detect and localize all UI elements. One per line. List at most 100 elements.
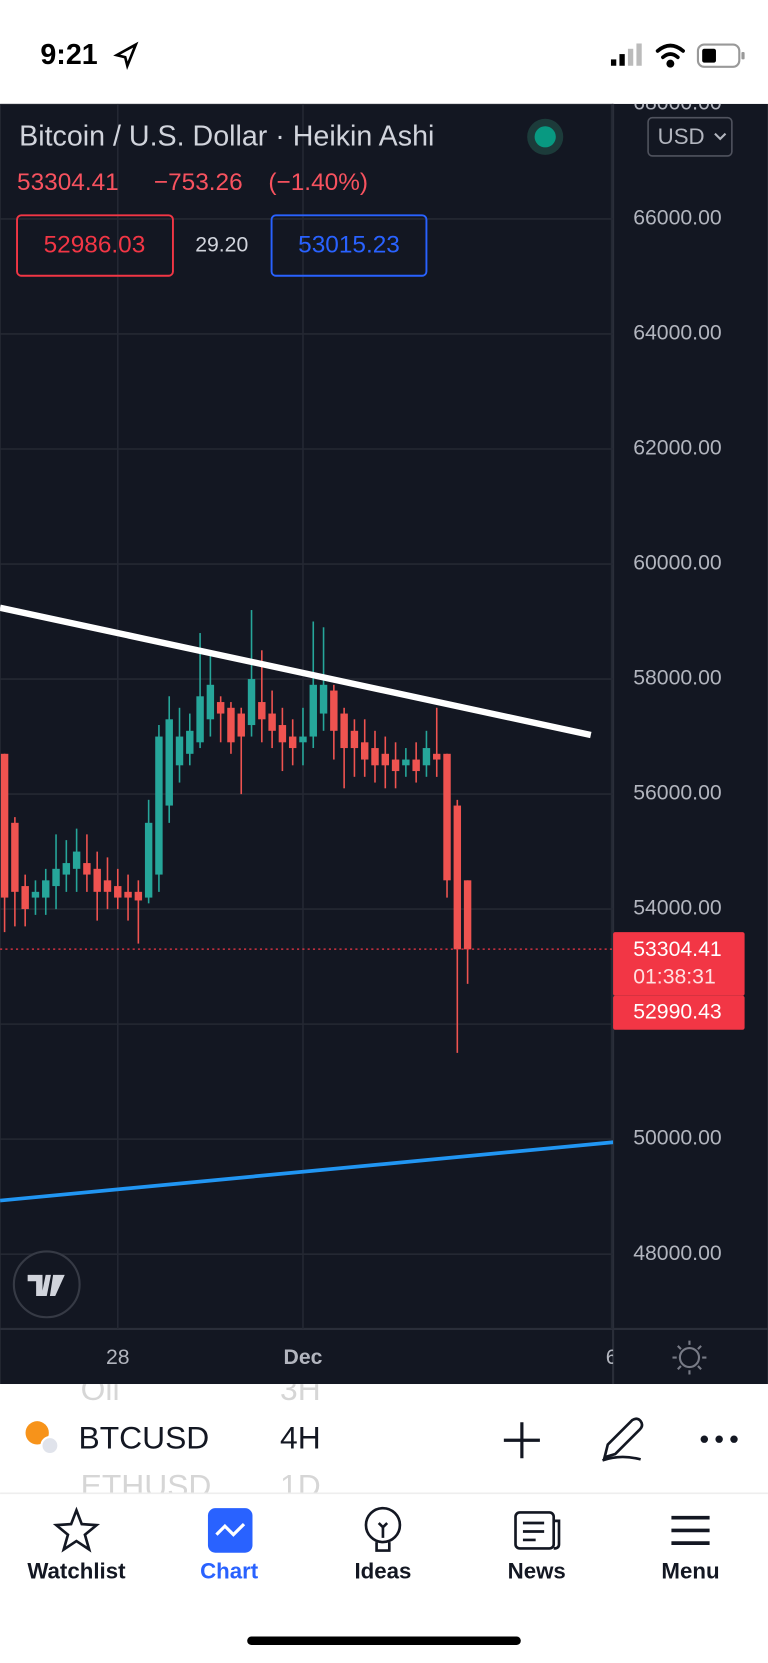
candle-body <box>21 886 29 910</box>
spread: 29.20 <box>195 234 248 257</box>
news-icon[interactable] <box>514 1511 561 1550</box>
candle-body <box>31 891 40 898</box>
last-price: 53304.41 <box>17 169 119 196</box>
candle-body <box>42 880 50 898</box>
chart-background <box>0 103 768 1385</box>
candle-body <box>11 822 19 892</box>
interval[interactable]: 4H <box>280 1420 321 1456</box>
tv-logo-mark <box>27 1274 65 1297</box>
y-tick-label: 64000.00 <box>633 322 721 345</box>
candle-body <box>134 891 143 901</box>
toolbar <box>0 1384 768 1494</box>
watchlist-icon[interactable] <box>52 1506 101 1553</box>
x-tick-label: 28 <box>106 1346 130 1369</box>
candle-body <box>350 730 359 749</box>
tab-label[interactable]: Chart <box>200 1559 259 1584</box>
candle-body <box>83 863 91 875</box>
change: −753.26 <box>154 169 243 196</box>
candle-body <box>360 742 369 760</box>
x-tick-label: 6 <box>606 1346 618 1369</box>
bitcoin-icon <box>25 1421 49 1445</box>
candle-body <box>0 753 9 898</box>
tab-label[interactable]: Watchlist <box>27 1559 126 1584</box>
candle-body <box>144 822 153 898</box>
candle-body <box>114 886 122 898</box>
y-tick-label: 66000.00 <box>633 207 721 230</box>
symbol-option[interactable]: Oil <box>81 1371 120 1407</box>
symbol-option[interactable]: ETHUSD <box>81 1467 212 1503</box>
y-tick-label: 60000.00 <box>633 552 721 575</box>
candle-body <box>422 748 431 766</box>
plot-area <box>0 103 614 1329</box>
sell-price: 52986.03 <box>44 231 146 258</box>
candle-body <box>155 736 163 875</box>
symbol-title: Bitcoin / U.S. Dollar · Heikin Ashi <box>19 120 434 152</box>
candle-body <box>309 684 317 737</box>
candle-body <box>463 880 472 950</box>
second-price-box <box>613 995 745 1030</box>
picker: Oil 3H ETHUSD 1D <box>81 1371 321 1503</box>
candle-body <box>391 759 400 772</box>
y-tick-label: 58000.00 <box>633 667 721 690</box>
x-tick-label: Dec <box>284 1346 323 1369</box>
currency: USD <box>658 124 705 149</box>
y-tick-label: 62000.00 <box>633 437 721 460</box>
candle-body <box>124 891 132 898</box>
draw-button[interactable] <box>602 1417 644 1462</box>
buy-price: 53015.23 <box>298 231 400 258</box>
change-percent: (−1.40%) <box>268 169 368 196</box>
location-icon <box>113 41 139 71</box>
candle-body <box>340 713 348 749</box>
currency-button[interactable] <box>647 116 733 157</box>
sell-button[interactable] <box>16 214 174 277</box>
candle-body <box>165 719 173 806</box>
tab-label[interactable]: Ideas <box>354 1559 411 1584</box>
menu-icon[interactable] <box>671 1515 710 1546</box>
y-tick-label: 54000.00 <box>633 897 721 920</box>
candle-body <box>433 753 441 760</box>
market-status[interactable] <box>534 126 556 148</box>
symbol[interactable]: BTCUSD <box>79 1420 210 1456</box>
wifi-icon <box>655 43 685 68</box>
y-tick-label: 56000.00 <box>633 782 721 805</box>
candle-body <box>247 679 256 726</box>
ideas-icon[interactable] <box>364 1506 402 1552</box>
candle-body <box>319 684 328 714</box>
candle-body <box>381 753 390 766</box>
y-tick-label: 50000.00 <box>633 1127 721 1150</box>
tab-label[interactable]: News <box>508 1559 566 1584</box>
candle-body <box>175 736 184 766</box>
candle-body <box>268 713 276 731</box>
candle-body <box>227 707 235 743</box>
candle-body <box>103 880 112 892</box>
countdown: 01:38:31 <box>633 965 716 988</box>
chart-icon-line <box>215 1522 246 1537</box>
candle-body <box>206 684 215 720</box>
candle-body <box>443 753 451 881</box>
trend-line[interactable] <box>0 604 592 739</box>
clock: 9:21 <box>40 39 97 71</box>
candle-body <box>330 690 338 731</box>
buy-button[interactable] <box>270 214 428 277</box>
candle-body <box>196 696 204 743</box>
candle-body <box>237 713 245 737</box>
trend-line[interactable] <box>0 1140 614 1203</box>
candle-body <box>93 868 101 892</box>
candle-body <box>186 730 194 754</box>
settings-icon[interactable] <box>672 1340 707 1375</box>
signal-icon <box>610 43 642 66</box>
candle-body <box>371 748 379 766</box>
candle-body <box>62 863 71 875</box>
usd-flag <box>40 1436 60 1456</box>
candle-body <box>72 851 81 869</box>
candle-body <box>299 736 307 743</box>
add-button[interactable] <box>503 1422 540 1459</box>
interval-option[interactable]: 1D <box>280 1467 321 1503</box>
candle-body <box>258 702 266 720</box>
candle-body <box>402 759 410 766</box>
tab-label[interactable]: Menu <box>661 1559 719 1584</box>
home-indicator <box>247 1636 521 1645</box>
more-button[interactable] <box>700 1435 738 1443</box>
interval-option[interactable]: 3H <box>280 1371 321 1407</box>
